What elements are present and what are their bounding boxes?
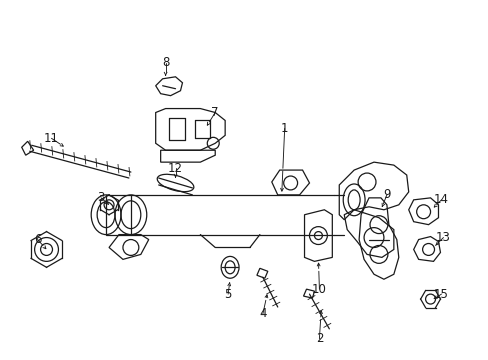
Text: 14: 14 [433,193,448,206]
Text: 8: 8 [162,57,169,69]
Text: 3: 3 [97,192,104,204]
Text: 5: 5 [224,288,231,301]
Text: 12: 12 [168,162,183,175]
Text: 7: 7 [211,106,219,119]
Text: 2: 2 [315,332,323,345]
Text: 6: 6 [34,233,41,246]
Text: 4: 4 [259,307,266,320]
Text: 10: 10 [311,283,326,296]
Text: 11: 11 [44,132,59,145]
Text: 13: 13 [435,231,450,244]
Text: 9: 9 [383,188,390,201]
Text: 1: 1 [281,122,288,135]
Text: 15: 15 [433,288,448,301]
